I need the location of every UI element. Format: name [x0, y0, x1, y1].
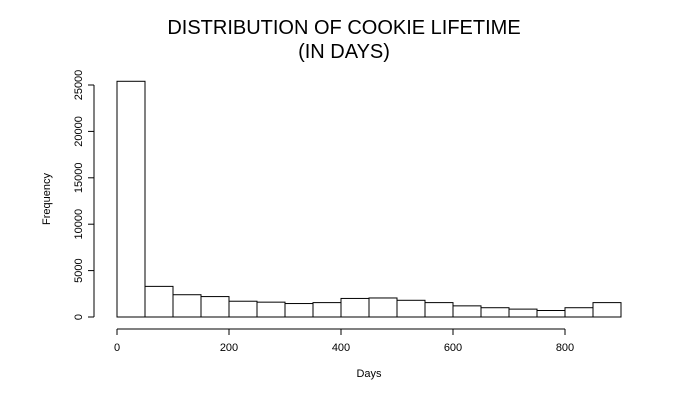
histogram-bar [480, 307, 510, 318]
y-tick-label: 5000 [73, 258, 85, 282]
histogram-bar [312, 302, 342, 318]
histogram-bar [508, 308, 538, 318]
y-tick-label: 25000 [73, 70, 85, 101]
y-tick-label: 10000 [73, 209, 85, 240]
y-axis-label: Frequency [41, 173, 53, 225]
histogram-bar [284, 303, 314, 318]
bars-group [116, 80, 622, 318]
histogram-bar [396, 299, 426, 318]
x-axis-label: Days [356, 368, 382, 380]
x-tick-label: 600 [444, 342, 462, 354]
histogram-bar [116, 80, 146, 318]
histogram-bar [592, 302, 622, 318]
x-tick-label: 0 [114, 342, 120, 354]
x-tick-label: 200 [220, 342, 238, 354]
chart-title-line-1: DISTRIBUTION OF COOKIE LIFETIME [167, 17, 521, 39]
y-tick-label: 0 [73, 314, 85, 320]
histogram-bar [340, 297, 370, 318]
x-axis: 0 200 400 600 800 [114, 328, 574, 354]
y-tick-label: 20000 [73, 116, 85, 147]
histogram-bar [144, 285, 174, 318]
chart-title-line-2: (IN DAYS) [298, 41, 390, 63]
histogram-bar [424, 302, 454, 318]
histogram-bar [172, 294, 202, 318]
y-tick-label: 15000 [73, 163, 85, 194]
histogram-bar [200, 296, 230, 318]
histogram-bar [228, 300, 258, 318]
x-tick-label: 400 [332, 342, 350, 354]
histogram-bar [536, 310, 566, 318]
x-tick-label: 800 [556, 342, 574, 354]
histogram-bar [256, 301, 286, 318]
histogram-bar [564, 307, 594, 318]
y-axis: 0 5000 10000 15000 20000 25000 [73, 70, 95, 320]
histogram-bar [368, 297, 398, 318]
histogram-bar [452, 305, 482, 318]
